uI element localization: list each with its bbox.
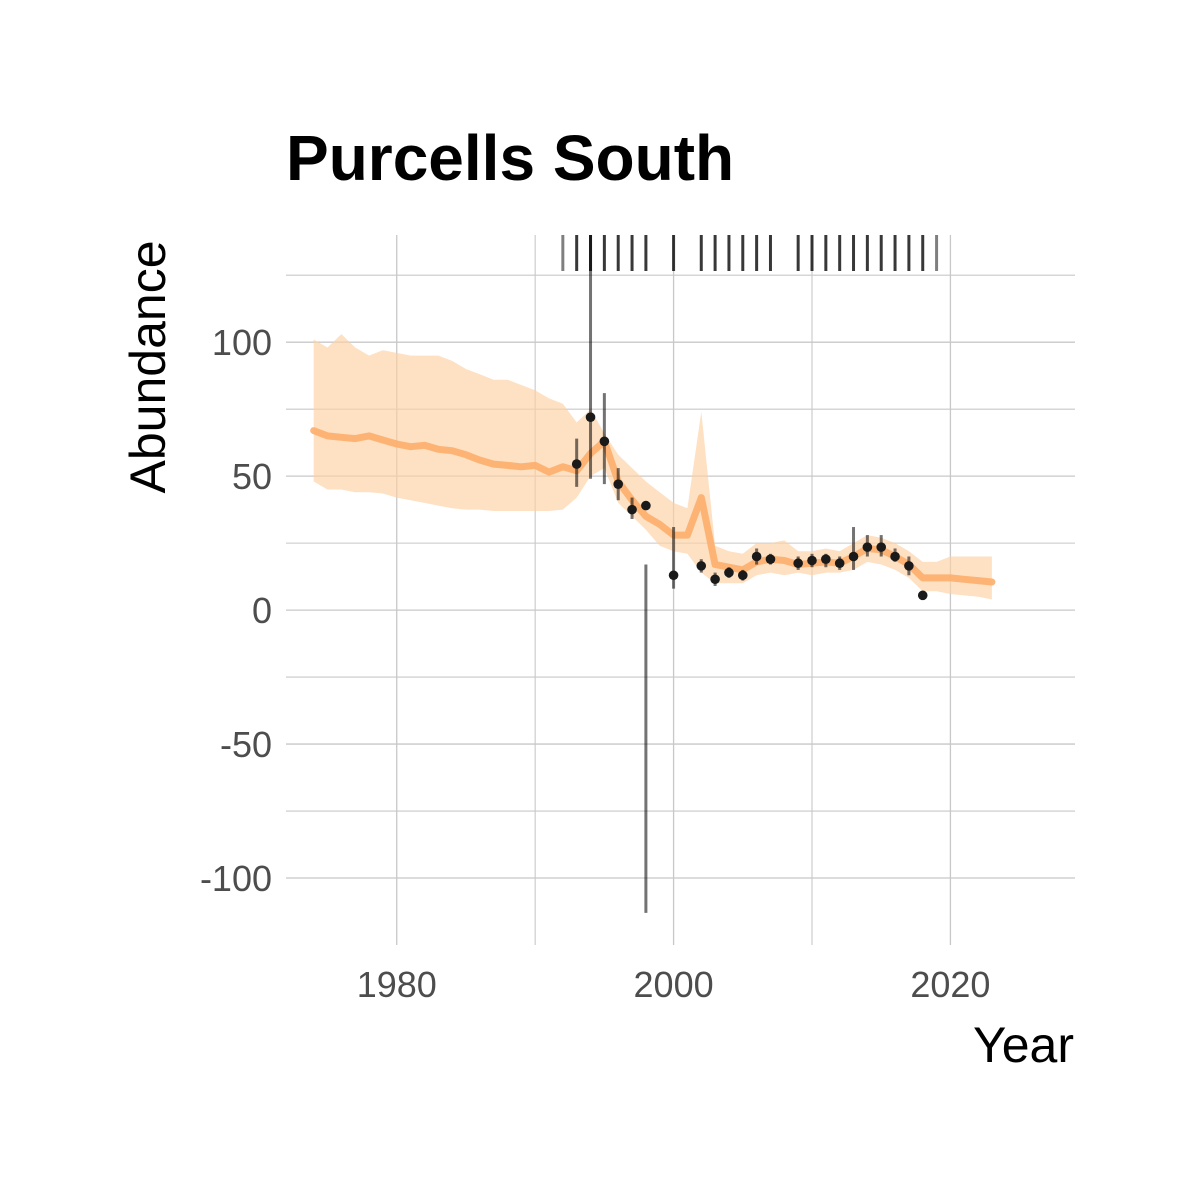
confidence-ribbon — [313, 334, 992, 600]
x-tick-label: 1980 — [357, 964, 437, 1005]
observation-point — [627, 504, 637, 515]
observation-point — [917, 590, 928, 601]
observation-point — [571, 459, 582, 469]
observation-point — [668, 570, 679, 581]
observation-point — [834, 558, 845, 569]
confidence-ribbon-layer — [313, 334, 992, 600]
y-axis-ticks: -100 -50 0 50 100 — [200, 322, 272, 899]
x-axis-title: Year — [973, 1017, 1074, 1073]
x-tick-label: 2020 — [910, 964, 990, 1005]
observation-point — [765, 554, 776, 564]
observation-point — [821, 554, 831, 564]
observation-point — [710, 574, 720, 585]
observation-point — [724, 567, 734, 578]
observation-point — [613, 479, 624, 489]
observation-point — [904, 561, 914, 571]
x-axis-ticks: 1980 2000 2020 — [357, 964, 991, 1005]
x-tick-label: 2000 — [634, 964, 714, 1005]
observation-point-layer — [571, 412, 928, 601]
observation-point — [890, 551, 900, 562]
survey-year-rug-layer — [561, 235, 939, 271]
observation-point — [599, 436, 610, 447]
observation-point — [876, 542, 887, 552]
y-tick-label: -50 — [220, 724, 272, 765]
observation-point — [793, 558, 803, 569]
y-axis-title: Abundance — [120, 240, 176, 493]
observation-point — [751, 551, 762, 562]
y-tick-label: -100 — [200, 858, 272, 899]
observation-point — [585, 412, 596, 422]
y-tick-label: 0 — [252, 590, 272, 631]
observation-point — [862, 542, 873, 552]
chart-title: Purcells South — [286, 122, 734, 194]
observation-point — [848, 551, 859, 562]
observation-point — [696, 561, 707, 571]
y-tick-label: 100 — [212, 322, 272, 363]
observation-point — [641, 500, 651, 511]
y-tick-label: 50 — [232, 456, 272, 497]
observation-point — [807, 555, 817, 566]
observation-point — [737, 570, 748, 581]
